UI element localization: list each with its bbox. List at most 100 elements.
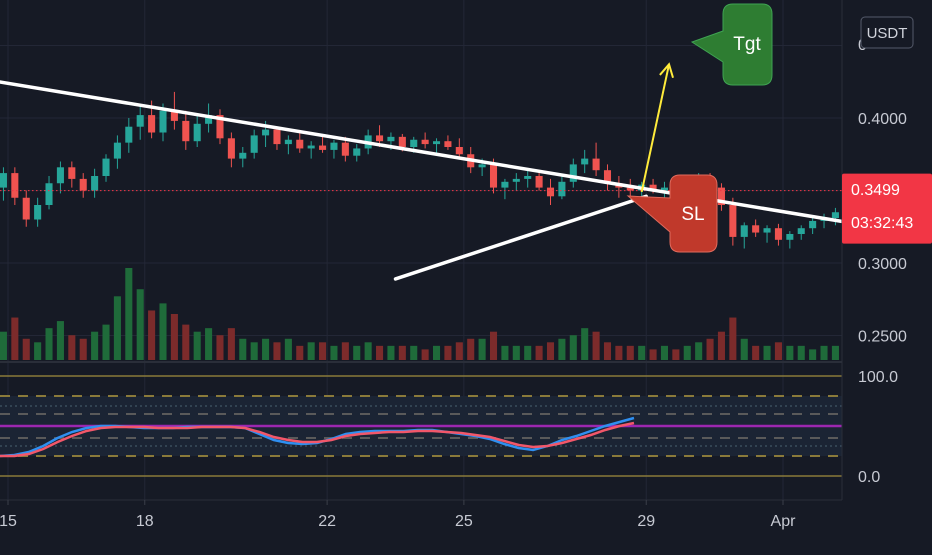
target-callout[interactable]: Tgt <box>690 3 773 86</box>
price-tick-label: 0.3000 <box>858 256 907 273</box>
candle-body <box>68 167 76 179</box>
volume-bar <box>752 345 760 360</box>
volume-bar <box>45 328 53 360</box>
volume-bar <box>706 338 714 360</box>
candle-body <box>250 135 258 153</box>
volume-bar <box>22 338 30 360</box>
current-price-value: 0.3499 <box>851 182 900 199</box>
volume-bar <box>809 349 817 360</box>
volume-bar <box>603 342 612 360</box>
candle-body <box>319 145 327 150</box>
candle-body <box>478 164 486 168</box>
volume-bar <box>524 345 532 360</box>
volume-bar <box>170 314 178 360</box>
currency-button[interactable]: USDT <box>860 16 914 49</box>
candle-body <box>45 183 53 205</box>
candle-body <box>79 178 87 191</box>
candle-body <box>34 205 42 220</box>
candle-body <box>729 205 737 237</box>
volume-bar <box>364 342 372 360</box>
volume-bar <box>421 349 429 360</box>
candle-body <box>341 142 349 156</box>
candle-body <box>740 225 748 237</box>
volume-bar <box>159 303 167 360</box>
candle-body <box>455 147 463 155</box>
volume-bar <box>227 328 235 360</box>
volume-bar <box>444 345 452 360</box>
volume-bar <box>455 342 463 360</box>
candle-body <box>273 129 281 145</box>
candle-body <box>330 142 338 150</box>
candle-body <box>353 148 361 156</box>
candle-body <box>809 220 817 229</box>
candle-body <box>774 228 782 240</box>
candle-body <box>284 139 292 145</box>
volume-bar <box>91 331 99 360</box>
target-callout-label: Tgt <box>733 34 761 55</box>
volume-bar <box>638 345 646 360</box>
candle-body <box>786 234 794 240</box>
candle-body <box>626 187 634 191</box>
oscillator-tick-label: 100.0 <box>858 369 898 386</box>
volume-bar <box>581 328 589 360</box>
candle-body <box>489 164 498 188</box>
volume-bar <box>512 345 520 360</box>
trendlines <box>0 62 876 281</box>
candle-body <box>524 176 532 179</box>
candle-body <box>660 187 669 191</box>
candle-body <box>376 135 384 142</box>
candle-body <box>398 136 406 147</box>
candle-body <box>102 158 110 176</box>
time-axis: 15 18 22 25 29 Apr <box>0 500 796 530</box>
candle-body <box>216 115 224 139</box>
volume-bar <box>319 342 327 360</box>
volume-bar <box>284 338 292 360</box>
candle-body <box>262 129 270 136</box>
candle-body <box>421 139 429 145</box>
target-callout-bubble <box>690 3 773 86</box>
volume-bar <box>615 345 623 360</box>
candle-body <box>797 228 805 234</box>
candle-body <box>307 145 315 149</box>
volume-bar <box>193 331 201 360</box>
volume-bar <box>273 342 281 360</box>
volume-bar <box>717 331 725 360</box>
stoploss-callout[interactable]: SL <box>626 174 718 253</box>
volume-bar <box>216 335 224 360</box>
volume-bar <box>250 342 258 360</box>
candle-body <box>239 152 247 159</box>
volume-bar <box>56 321 64 360</box>
volume-bar <box>740 338 748 360</box>
volume-bar <box>353 345 361 360</box>
oscillator-pane <box>0 375 842 477</box>
time-tick-label: 18 <box>136 513 154 530</box>
volume-bar <box>558 338 566 360</box>
candle-body <box>56 167 64 184</box>
volume-bar <box>125 268 133 360</box>
volume-bar <box>296 345 304 360</box>
candle-body <box>148 115 156 133</box>
volume-bar <box>262 338 270 360</box>
volume-bar <box>102 324 110 360</box>
candle-body <box>11 173 19 198</box>
oscillator-d-line <box>0 421 635 458</box>
volume-bar <box>672 349 680 360</box>
candle-body <box>125 126 133 143</box>
volume-bar <box>695 342 703 360</box>
time-tick-label: Apr <box>771 513 797 530</box>
volume-bar <box>546 342 555 360</box>
target-arrow-shaft <box>640 64 671 193</box>
volume-bar <box>376 345 384 360</box>
volume-bar <box>683 345 691 360</box>
volume-bar <box>398 345 406 360</box>
candle-body <box>136 115 144 127</box>
volume-bar <box>626 345 634 360</box>
volume-bar <box>660 345 669 360</box>
volume-bar <box>831 345 839 360</box>
candle-body <box>592 158 600 171</box>
candle-body <box>831 212 839 219</box>
volume-bar <box>501 345 509 360</box>
volume-bar <box>592 331 600 360</box>
volume-bar <box>467 338 475 360</box>
